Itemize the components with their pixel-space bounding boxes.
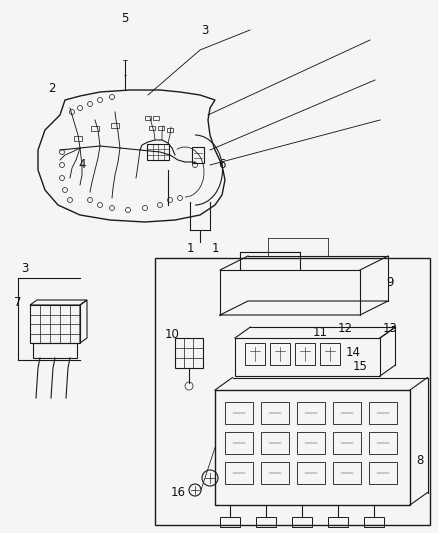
Bar xyxy=(328,517,348,527)
Bar xyxy=(297,462,325,484)
Bar xyxy=(369,432,397,454)
Text: 1: 1 xyxy=(186,241,194,254)
Bar xyxy=(297,432,325,454)
Text: 11: 11 xyxy=(312,326,328,338)
Bar xyxy=(149,126,155,130)
Bar xyxy=(215,390,410,505)
Text: 16: 16 xyxy=(170,486,186,498)
Bar xyxy=(235,338,380,376)
Bar xyxy=(220,517,240,527)
Bar xyxy=(225,432,253,454)
Bar xyxy=(270,343,290,365)
Bar xyxy=(158,126,164,130)
Bar xyxy=(167,128,173,132)
Text: 15: 15 xyxy=(353,359,367,373)
Text: 4: 4 xyxy=(78,158,86,172)
Bar xyxy=(147,144,169,160)
Bar xyxy=(74,135,82,141)
Bar xyxy=(261,402,289,424)
Bar xyxy=(153,116,159,120)
Text: 13: 13 xyxy=(382,321,397,335)
Bar xyxy=(333,462,361,484)
Text: 6: 6 xyxy=(218,158,226,172)
Bar xyxy=(295,343,315,365)
Text: 3: 3 xyxy=(201,23,208,36)
Text: 14: 14 xyxy=(346,346,360,359)
Bar xyxy=(175,338,203,368)
Bar xyxy=(369,462,397,484)
Text: 3: 3 xyxy=(21,262,28,274)
Bar xyxy=(256,517,276,527)
Bar xyxy=(30,305,80,343)
Bar xyxy=(91,125,99,131)
Text: 8: 8 xyxy=(416,454,424,466)
Text: 2: 2 xyxy=(48,82,56,94)
Bar xyxy=(225,402,253,424)
Text: 1: 1 xyxy=(211,241,219,254)
Bar xyxy=(333,402,361,424)
Bar xyxy=(225,462,253,484)
Bar xyxy=(297,402,325,424)
Bar xyxy=(111,123,119,127)
Bar xyxy=(192,147,204,163)
Text: 9: 9 xyxy=(386,277,394,289)
Bar xyxy=(33,343,77,358)
Bar xyxy=(155,258,430,525)
Bar xyxy=(364,517,384,527)
Bar xyxy=(261,462,289,484)
Text: 10: 10 xyxy=(165,327,180,341)
Bar xyxy=(320,343,340,365)
Text: 5: 5 xyxy=(121,12,129,25)
Bar xyxy=(261,432,289,454)
Bar xyxy=(145,116,151,120)
Bar xyxy=(245,343,265,365)
Bar xyxy=(292,517,312,527)
Bar xyxy=(369,402,397,424)
Text: 7: 7 xyxy=(14,296,22,310)
Bar xyxy=(333,432,361,454)
Text: 12: 12 xyxy=(338,321,353,335)
